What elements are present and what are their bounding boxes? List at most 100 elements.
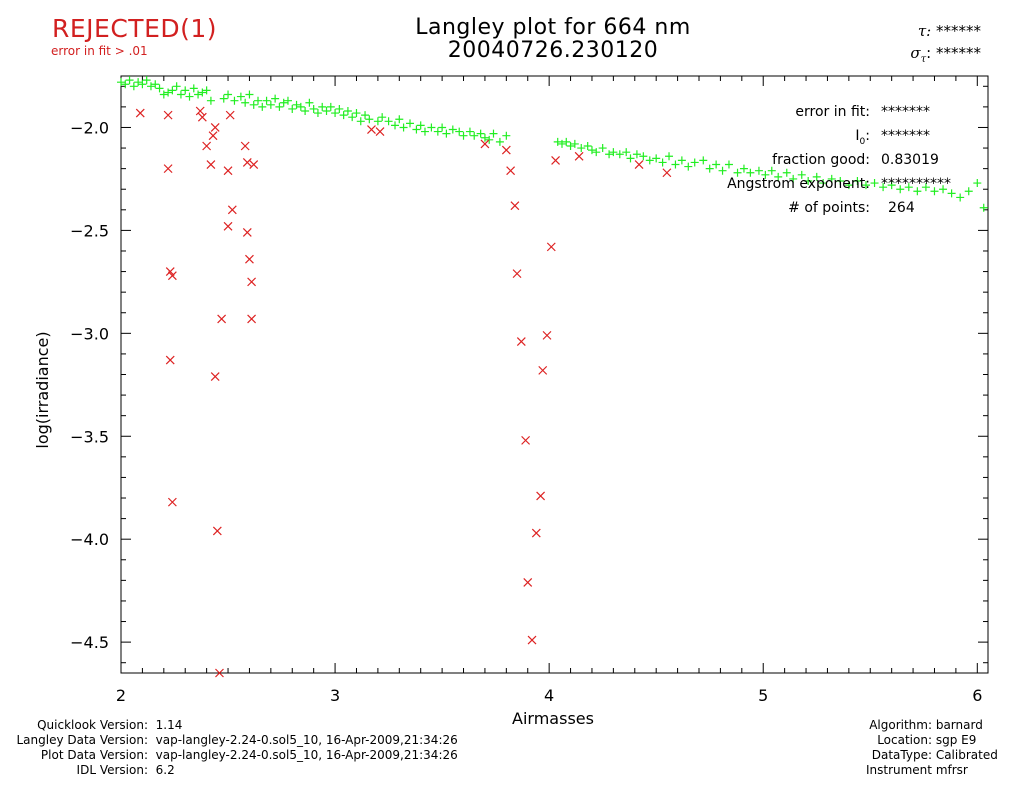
good-data-point — [592, 148, 601, 157]
footer-value: mfrsr — [935, 763, 968, 777]
footer-label: IDL Version: — [76, 763, 148, 777]
rejected-data-point — [521, 435, 531, 445]
good-data-point — [365, 115, 374, 124]
good-data-point — [844, 181, 853, 190]
good-data-point — [245, 90, 254, 99]
footer-value: Calibrated — [935, 748, 998, 762]
good-data-point — [684, 162, 693, 171]
good-data-point — [433, 127, 442, 136]
good-data-point — [378, 113, 387, 122]
chart-subtitle: 20040726.230120 — [447, 38, 659, 63]
good-data-point — [973, 179, 982, 188]
good-data-point — [746, 168, 755, 177]
good-data-point — [155, 84, 164, 93]
rejected-data-point — [206, 160, 216, 169]
good-data-point — [598, 144, 607, 153]
rejected-data-point — [163, 164, 173, 174]
good-data-point — [322, 106, 331, 115]
good-data-point — [733, 168, 742, 177]
good-data-point — [632, 150, 641, 159]
rejected-data-point — [240, 141, 250, 151]
sigma-value: ****** — [936, 44, 981, 62]
x-axis-label: Airmasses — [512, 709, 594, 728]
good-data-point — [279, 98, 288, 107]
footer-row: IDL Version: 6.2 — [0, 763, 458, 778]
good-data-point — [626, 154, 635, 163]
rejected-data-point — [480, 139, 490, 149]
footer-row: Quicklook Version: 1.14 — [0, 718, 458, 733]
footer-row: Algorithm: barnard — [806, 718, 998, 733]
rejected-data-point — [223, 221, 233, 231]
good-data-point — [384, 117, 393, 126]
good-data-point — [305, 98, 314, 107]
rejected-status: REJECTED(1) — [52, 14, 218, 43]
good-data-point — [348, 113, 357, 122]
rejected-data-point — [501, 145, 511, 155]
x-tick-label: 6 — [972, 686, 982, 705]
good-data-point — [151, 80, 160, 89]
footer-left-info: Quicklook Version: 1.14 Langley Data Ver… — [0, 718, 458, 778]
good-data-point — [913, 187, 922, 196]
rejected-data-point — [165, 355, 175, 365]
y-tick-label: −4.5 — [70, 633, 109, 652]
footer-label: DataType: — [871, 748, 932, 762]
rejected-data-point — [574, 151, 584, 161]
good-data-point — [718, 166, 727, 175]
good-data-point — [609, 148, 618, 157]
y-tick-label: −3.5 — [70, 427, 109, 446]
rejected-data-point — [512, 269, 522, 279]
good-data-point — [356, 117, 365, 126]
good-data-point — [313, 109, 322, 118]
good-data-point — [583, 141, 592, 150]
good-data-point — [288, 104, 297, 113]
rejection-reason: error in fit > .01 — [51, 44, 148, 58]
good-data-point — [146, 82, 155, 91]
good-data-point — [176, 90, 185, 99]
good-data-point — [605, 150, 614, 159]
tau-readout: τ: ****** — [918, 22, 981, 40]
footer-value: 6.2 — [155, 763, 175, 777]
rejected-data-point — [165, 267, 175, 276]
rejected-data-point — [217, 314, 227, 324]
rejected-data-point — [510, 201, 520, 211]
good-data-point — [412, 125, 421, 134]
good-data-point — [249, 100, 258, 109]
good-data-point — [326, 102, 335, 111]
good-data-point — [254, 96, 263, 105]
rejected-data-point — [242, 228, 252, 237]
good-data-point — [318, 102, 327, 111]
footer-value: vap-langley-2.24-0.sol5_10, 16-Apr-2009,… — [155, 733, 458, 747]
good-data-point — [789, 174, 798, 183]
rejected-data-point — [523, 577, 533, 587]
good-data-point — [921, 183, 930, 192]
good-data-point — [343, 106, 352, 115]
good-data-point — [562, 137, 571, 146]
rejected-data-point — [542, 330, 552, 340]
footer-right-info: Algorithm: barnard Location: sgp E9 Data… — [806, 718, 998, 778]
x-tick-label: 4 — [544, 686, 554, 705]
y-tick-label: −2.5 — [70, 221, 109, 240]
good-data-point — [395, 115, 404, 124]
rejected-data-point — [546, 242, 556, 252]
rejected-data-point — [242, 158, 252, 167]
rejected-data-point — [527, 635, 537, 645]
footer-row: Instrument mfrsr — [806, 763, 998, 778]
rejected-data-point — [247, 314, 257, 324]
tau-value: ****** — [936, 22, 981, 40]
good-data-point — [283, 96, 292, 105]
good-data-point — [819, 179, 828, 188]
footer-label: Plot Data Version: — [40, 748, 148, 762]
footer-value: vap-langley-2.24-0.sol5_10, 16-Apr-2009,… — [155, 748, 458, 762]
rejected-data-point — [215, 668, 224, 678]
good-data-point — [275, 102, 284, 111]
footer-row: DataType: Calibrated — [806, 748, 998, 763]
good-data-point — [652, 154, 661, 163]
footer-row: Langley Data Version: vap-langley-2.24-0… — [0, 733, 458, 748]
good-data-point — [827, 174, 836, 183]
good-data-point — [125, 76, 134, 85]
good-data-point — [739, 164, 748, 173]
good-data-point — [502, 131, 511, 140]
good-data-point — [442, 129, 451, 138]
good-data-point — [836, 176, 845, 185]
good-data-point — [774, 172, 783, 181]
